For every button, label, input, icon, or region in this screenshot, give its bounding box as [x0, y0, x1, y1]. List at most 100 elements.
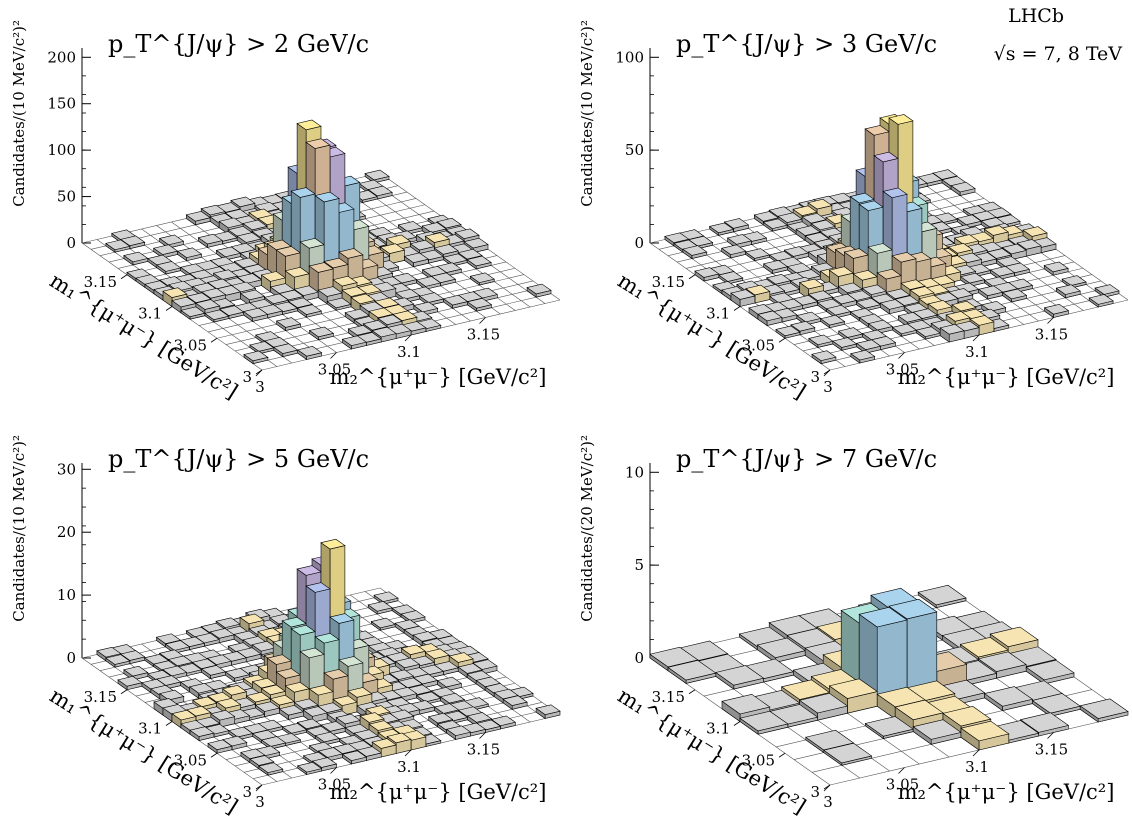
lego-bin — [879, 299, 905, 315]
lego-bin — [123, 665, 149, 681]
x-tick-mark — [330, 352, 337, 359]
lego-bin — [939, 324, 965, 343]
y-tick-mark — [210, 752, 218, 758]
lego-bin — [1001, 288, 1028, 303]
lego-bin — [864, 716, 914, 740]
lego-bin — [373, 591, 399, 605]
lego-bin — [105, 239, 131, 253]
lego-bin — [296, 761, 323, 776]
x-tick-label: 3.05 — [318, 361, 351, 379]
x-tick-mark — [404, 334, 412, 342]
z-tick-label: 30 — [57, 460, 76, 478]
lego-bin — [403, 252, 430, 268]
lego-bin — [296, 304, 323, 318]
y-tick-mark — [778, 337, 786, 343]
y-tick-label: 3 — [810, 783, 820, 801]
lego-bin — [950, 181, 976, 197]
x-tick-label: 3 — [823, 793, 833, 811]
lego-bin — [120, 650, 146, 665]
y-tick-mark — [165, 721, 173, 726]
lego-bin — [739, 710, 789, 735]
z-tick-label: 0 — [66, 649, 76, 667]
y-tick-label: 3.1 — [706, 720, 730, 738]
y-tick-mark — [120, 274, 128, 280]
lego-bin — [912, 719, 962, 745]
y-tick-mark — [823, 784, 831, 790]
lego-bin — [526, 283, 552, 298]
x-tick-label: 3.1 — [965, 343, 989, 361]
x-tick-label: 3.1 — [965, 758, 989, 776]
panel-c: 0 10 20 30 Candidates/(10 MeV/c²)² 3 3.05 3.1 3.… — [10, 435, 561, 819]
z-tick-label: 50 — [625, 141, 644, 159]
y-tick-mark — [120, 689, 128, 695]
lego-bin — [867, 319, 894, 335]
z-axis-title: Candidates/(20 MeV/c²)² — [578, 435, 596, 622]
lego-bin — [200, 665, 227, 680]
x-tick-label: 3 — [823, 378, 833, 396]
x-axis-title: m₂^{μ⁺μ⁻} [GeV/c²] — [898, 365, 1115, 389]
lego-bin — [825, 304, 852, 319]
lego-bin — [243, 350, 269, 365]
lego-bin — [831, 293, 858, 309]
x-tick-mark — [1047, 732, 1054, 739]
panel-cut-label: p_T^{J/ψ} > 5 GeV/c — [108, 445, 369, 473]
x-tick-label: 3.05 — [318, 776, 351, 794]
x-tick-label: 3.05 — [886, 361, 919, 379]
lego-bin — [917, 584, 967, 609]
lego-bin — [989, 266, 1016, 280]
lego-bin — [242, 307, 269, 322]
x-tick-mark — [479, 317, 486, 324]
z-tick-label: 0 — [66, 234, 76, 252]
lego-bin — [983, 686, 1034, 712]
z-tick-label: 10 — [625, 463, 644, 481]
y-tick-label: 3.15 — [652, 688, 685, 706]
lego-bin — [757, 310, 783, 327]
y-tick-label: 3 — [242, 368, 252, 386]
panel-d: 0 5 10 Candidates/(20 MeV/c²)² 3 3.05 3.1 3.15 3… — [578, 435, 1129, 819]
y-tick-label: 3.15 — [652, 273, 685, 291]
z-axis-title: Candidates/(10 MeV/c²)² — [10, 20, 28, 207]
lego-bin — [415, 276, 442, 290]
lego-bin — [535, 704, 561, 720]
x-tick-label: 3.15 — [1035, 326, 1068, 344]
lego-bin — [667, 660, 717, 684]
x-axis-title: m₂^{μ⁺μ⁻} [GeV/c²] — [898, 780, 1115, 804]
lego-bin — [756, 637, 806, 663]
lego-bin — [694, 267, 720, 282]
lego-bin — [413, 301, 439, 316]
lego-bin — [956, 214, 982, 229]
lego-bin — [726, 234, 753, 249]
experiment-label: LHCb — [1008, 5, 1064, 27]
panel-cut-label: p_T^{J/ψ} > 2 GeV/c — [108, 30, 369, 58]
lego-bin — [730, 289, 756, 308]
lego-bin — [418, 292, 445, 307]
x-tick-mark — [330, 767, 337, 774]
lego-bin — [798, 692, 849, 721]
lego-bin — [197, 233, 224, 248]
lego-bars — [649, 584, 1129, 766]
lego-bin — [977, 285, 1004, 300]
lego-bin — [915, 326, 941, 340]
lego-bin — [176, 247, 203, 262]
x-tick-mark — [1047, 317, 1054, 324]
lego-bin — [308, 326, 335, 341]
y-tick-label: 3.15 — [84, 688, 117, 706]
x-tick-mark — [404, 749, 412, 757]
y-tick-label: 3.15 — [84, 273, 117, 291]
y-tick-label: 3.05 — [174, 751, 207, 769]
lego-bin — [180, 306, 206, 320]
y-tick-label: 3.05 — [742, 336, 775, 354]
lego-bin — [808, 334, 834, 349]
z-tick-label: 20 — [57, 523, 76, 541]
lego-bin — [1061, 275, 1087, 289]
lego-bin — [370, 617, 396, 631]
z-tick-label: 50 — [57, 188, 76, 206]
lego-bin — [1094, 284, 1120, 298]
y-tick-label: 3 — [810, 368, 820, 386]
lego-bin — [1079, 698, 1129, 723]
lego-bin — [715, 665, 765, 690]
lego-bin — [442, 294, 469, 309]
lego-bin — [858, 606, 908, 707]
x-tick-mark — [972, 749, 980, 757]
y-tick-label: 3.1 — [138, 305, 162, 323]
